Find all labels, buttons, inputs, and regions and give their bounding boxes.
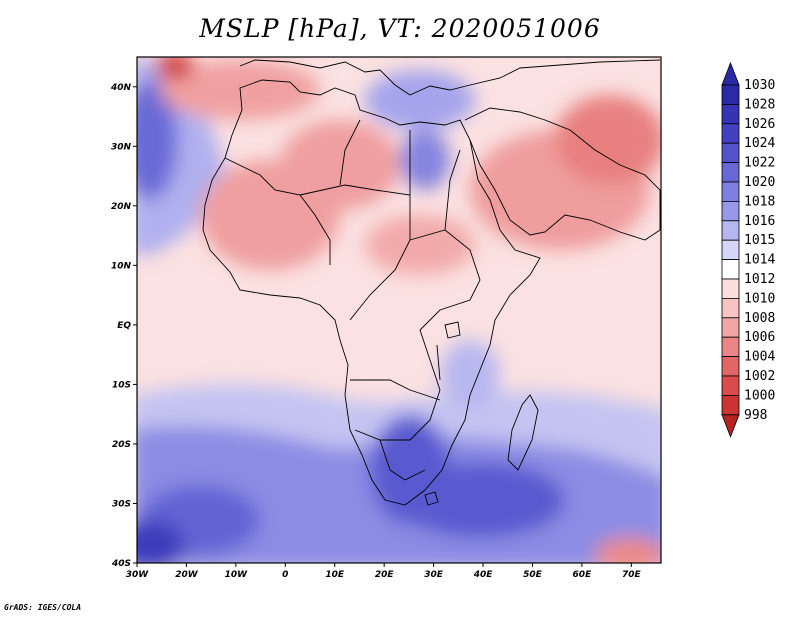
colorbar-label: 1002 <box>744 369 775 384</box>
colorbar-label: 1015 <box>744 233 775 248</box>
lat-tick-label: 20S <box>112 440 131 450</box>
colorbar-swatch <box>721 297 740 319</box>
colorbar-label: 1024 <box>744 136 775 151</box>
colorbar-top-arrow <box>721 61 740 86</box>
colorbar-label: 1004 <box>744 350 775 365</box>
colorbar-swatch <box>721 394 740 416</box>
colorbar-swatch <box>721 84 740 105</box>
colorbar-label: 1006 <box>744 330 775 345</box>
colorbar-label: 1000 <box>744 388 775 403</box>
lake-tanganyika <box>436 344 441 381</box>
lon-tick-label: 30W <box>126 570 150 580</box>
lat-tick-label: 40N <box>110 83 132 93</box>
lesotho <box>424 491 439 506</box>
colorbar-swatch <box>721 356 740 377</box>
lon-tick-label: 10W <box>225 570 249 580</box>
border-east <box>354 229 481 441</box>
axis-ticks: 30W 20W 10W 0 10E 20E 30E 40E 50E 60E 70E 40N 30N 20N… <box>110 83 642 580</box>
colorbar-label: 1022 <box>744 156 775 171</box>
colorbar-label: 1014 <box>744 253 775 268</box>
lon-tick-label: 60E <box>573 570 593 580</box>
colorbar-swatch <box>721 123 740 144</box>
lon-tick-label: 20W <box>175 570 199 580</box>
colorbar-swatch <box>721 317 740 338</box>
colorbar-bottom-arrow <box>721 414 740 438</box>
se-corner-low <box>595 537 661 563</box>
lat-tick-label: 20N <box>111 202 132 212</box>
colorbar-label: 1028 <box>744 97 775 112</box>
lon-tick-label: 50E <box>523 570 543 580</box>
lat-tick-label: 30S <box>112 499 131 509</box>
colorbar-swatch <box>721 375 740 396</box>
lat-tick-label: 40S <box>111 559 131 569</box>
map-frame <box>136 56 662 564</box>
coastlines <box>202 59 661 506</box>
border-central <box>299 184 411 321</box>
colorbar-swatch <box>721 181 740 202</box>
europe-coastline <box>239 59 661 96</box>
colorbar-label: 1010 <box>744 291 775 306</box>
credit-label: GrADS: IGES/COLA <box>4 603 82 612</box>
sahel-low <box>365 215 475 275</box>
colorbar-label: 1016 <box>744 214 775 229</box>
colorbar-label: 998 <box>744 408 767 423</box>
lat-tick-label: EQ <box>117 321 131 331</box>
colorbar-swatch <box>721 278 740 299</box>
atlantic-high-core <box>137 80 178 200</box>
colorbar-swatch <box>721 336 740 358</box>
border-north <box>339 119 461 231</box>
colorbar-label: 1030 <box>744 78 775 93</box>
colorbar-label: 1026 <box>744 117 775 132</box>
lon-tick-label: 30E <box>424 570 444 580</box>
sw-corner-high <box>137 520 185 563</box>
madagascar-coastline <box>507 394 539 471</box>
colorbar-swatch <box>721 142 740 163</box>
colorbar-swatch <box>721 104 740 125</box>
lon-tick-label: 10E <box>325 570 345 580</box>
sahara-low-east <box>280 120 400 210</box>
colorbar: 1030 1028 1026 1024 1022 1020 1018 1016 1015 1014… <box>721 61 775 438</box>
south-africa-high <box>370 415 450 525</box>
border-south <box>350 379 441 481</box>
colorbar-label: 1012 <box>744 272 775 287</box>
nw-corner-low <box>155 57 195 80</box>
pressure-field <box>137 57 661 563</box>
colorbar-label: 1008 <box>744 311 775 326</box>
iran-low <box>555 95 661 185</box>
lat-tick-label: 10N <box>111 261 132 271</box>
lon-tick-label: 70E <box>622 570 642 580</box>
colorbar-swatch <box>721 239 740 260</box>
lon-tick-label: 40E <box>473 570 494 580</box>
africa-coastline <box>202 79 541 506</box>
east-africa-high <box>440 340 500 410</box>
lat-tick-label: 30N <box>111 142 132 152</box>
colorbar-swatch <box>721 162 740 183</box>
map-title: MSLP [hPa], VT: 2020051006 <box>199 14 601 43</box>
arabia-coastline <box>464 107 661 241</box>
colorbar-swatch <box>721 200 740 222</box>
med-high <box>365 70 475 130</box>
colorbar-swatch <box>721 220 740 241</box>
lat-tick-label: 10S <box>112 380 131 390</box>
colorbar-label: 1018 <box>744 194 775 209</box>
lon-tick-label: 20E <box>375 570 395 580</box>
colorbar-label: 1020 <box>744 175 775 190</box>
lake-victoria <box>444 321 461 339</box>
lon-tick-label: 0 <box>282 570 288 580</box>
egypt-high <box>400 130 450 190</box>
colorbar-swatch <box>721 259 740 280</box>
